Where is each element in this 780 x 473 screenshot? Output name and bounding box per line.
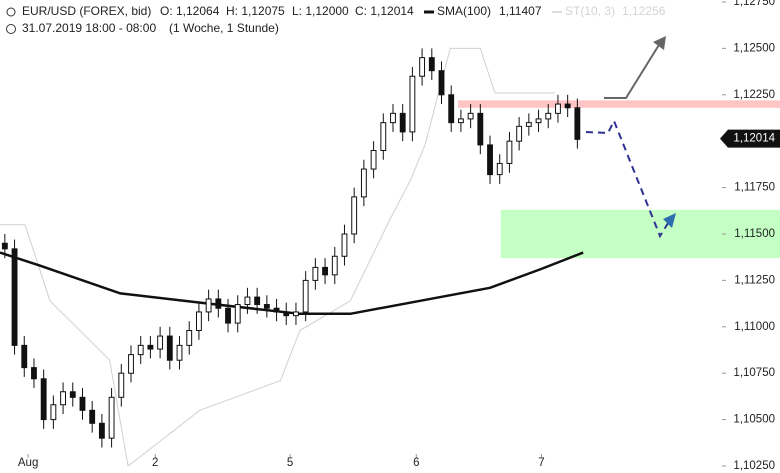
candle-body	[370, 149, 377, 170]
candle-body	[166, 335, 173, 361]
y-tick-label: 1,11000	[734, 321, 775, 333]
candle-body	[273, 307, 280, 313]
candle-body	[438, 70, 445, 96]
zone	[500, 209, 780, 259]
up-arrow	[604, 39, 663, 99]
candle-body	[89, 409, 96, 424]
candle-body	[341, 233, 348, 257]
candle-body	[477, 112, 484, 146]
candle-body	[215, 298, 222, 309]
st-name: ST(10, 3)	[565, 4, 615, 18]
candle-body	[487, 144, 493, 176]
candle-body	[428, 57, 435, 72]
candle-body	[409, 75, 416, 133]
candle-body	[574, 107, 581, 140]
candle-body	[516, 125, 523, 142]
x-tick-label: 5	[287, 457, 293, 469]
candle-body	[545, 112, 552, 120]
sma-value: 1,11407	[499, 4, 542, 18]
interval: (1 Woche, 1 Stunde)	[169, 21, 279, 35]
candle-body	[186, 330, 193, 346]
candle-body	[128, 354, 134, 374]
up-arrow-head	[653, 36, 666, 50]
candle-body	[506, 140, 513, 164]
candle-body	[496, 162, 503, 176]
forecast-head	[663, 213, 676, 228]
candle-body	[555, 103, 561, 114]
st-value: 1,12256	[622, 4, 666, 18]
candle-body	[254, 296, 261, 306]
candle-body	[535, 118, 542, 124]
candle-body	[564, 103, 571, 109]
candle-body	[525, 122, 532, 127]
y-tick-label: 1,11250	[734, 274, 775, 286]
y-tick-label: 1,10750	[733, 367, 775, 379]
candle-body	[176, 344, 183, 361]
candle-body	[40, 378, 47, 421]
candle-body	[31, 367, 37, 380]
candle-body	[457, 118, 464, 124]
candle-body	[195, 311, 202, 332]
x-tick-label: 7	[538, 457, 544, 469]
candle-body	[360, 168, 367, 198]
candle-body	[50, 404, 57, 421]
sma-name: SMA(100)	[437, 4, 491, 18]
period: 31.07.2019 18:00 - 08:00	[22, 21, 156, 35]
y-tick-label: 1,12750	[733, 0, 775, 8]
candle-body	[399, 112, 406, 133]
candle-body	[302, 279, 309, 313]
candle-body	[293, 311, 299, 317]
low: L: 1,12000	[292, 4, 349, 18]
candle-body	[467, 112, 474, 120]
candle-body	[1, 242, 8, 250]
candle-body	[419, 57, 426, 77]
y-tick-label: 1,12500	[733, 42, 775, 54]
candle-body	[263, 304, 270, 309]
candle-body	[69, 391, 76, 398]
candle-body	[390, 112, 396, 124]
open: O: 1,12064	[160, 4, 220, 18]
candle-body	[118, 372, 125, 398]
candle-body	[244, 296, 251, 306]
high: H: 1,12075	[226, 4, 285, 18]
candle-body	[108, 396, 115, 439]
zone	[458, 100, 780, 108]
x-tick-label: 6	[413, 457, 419, 469]
candle-body	[351, 196, 358, 235]
icon	[6, 7, 16, 17]
candle-body	[225, 307, 231, 324]
candle-body	[157, 335, 164, 350]
candle-body	[322, 266, 328, 276]
candle-body	[60, 391, 66, 406]
y-tick-label: 1,11750	[734, 182, 775, 194]
indicator-line	[0, 251, 584, 316]
candle-body	[137, 344, 144, 356]
candle-body	[331, 255, 338, 276]
close: C: 1,12014	[355, 4, 414, 18]
symbol: EUR/USD (FOREX, bid)	[22, 4, 151, 18]
candle-body	[312, 266, 319, 281]
candle-body	[234, 304, 241, 324]
candle-body	[79, 396, 86, 411]
candle-body	[448, 94, 455, 124]
candle-body	[147, 344, 154, 350]
candle-body	[205, 298, 212, 313]
candle-body	[11, 248, 18, 346]
price-tag-label: 1,12014	[733, 133, 775, 145]
candle-body	[283, 311, 290, 317]
price-tag	[720, 129, 780, 148]
y-tick-label: 1,11500	[734, 228, 775, 240]
y-tick-label: 1,10500	[733, 414, 775, 426]
y-tick-label: 1,10250	[733, 460, 775, 472]
clock-icon	[6, 24, 16, 34]
candle-body	[380, 122, 387, 151]
candle-body	[21, 344, 28, 369]
x-tick-label: 2	[152, 457, 158, 469]
candle-body	[98, 422, 105, 439]
x-tick-label: Aug	[18, 457, 38, 469]
y-tick-label: 1,12250	[733, 89, 775, 101]
indicator-line	[0, 47, 556, 467]
forecast-path	[585, 118, 671, 239]
